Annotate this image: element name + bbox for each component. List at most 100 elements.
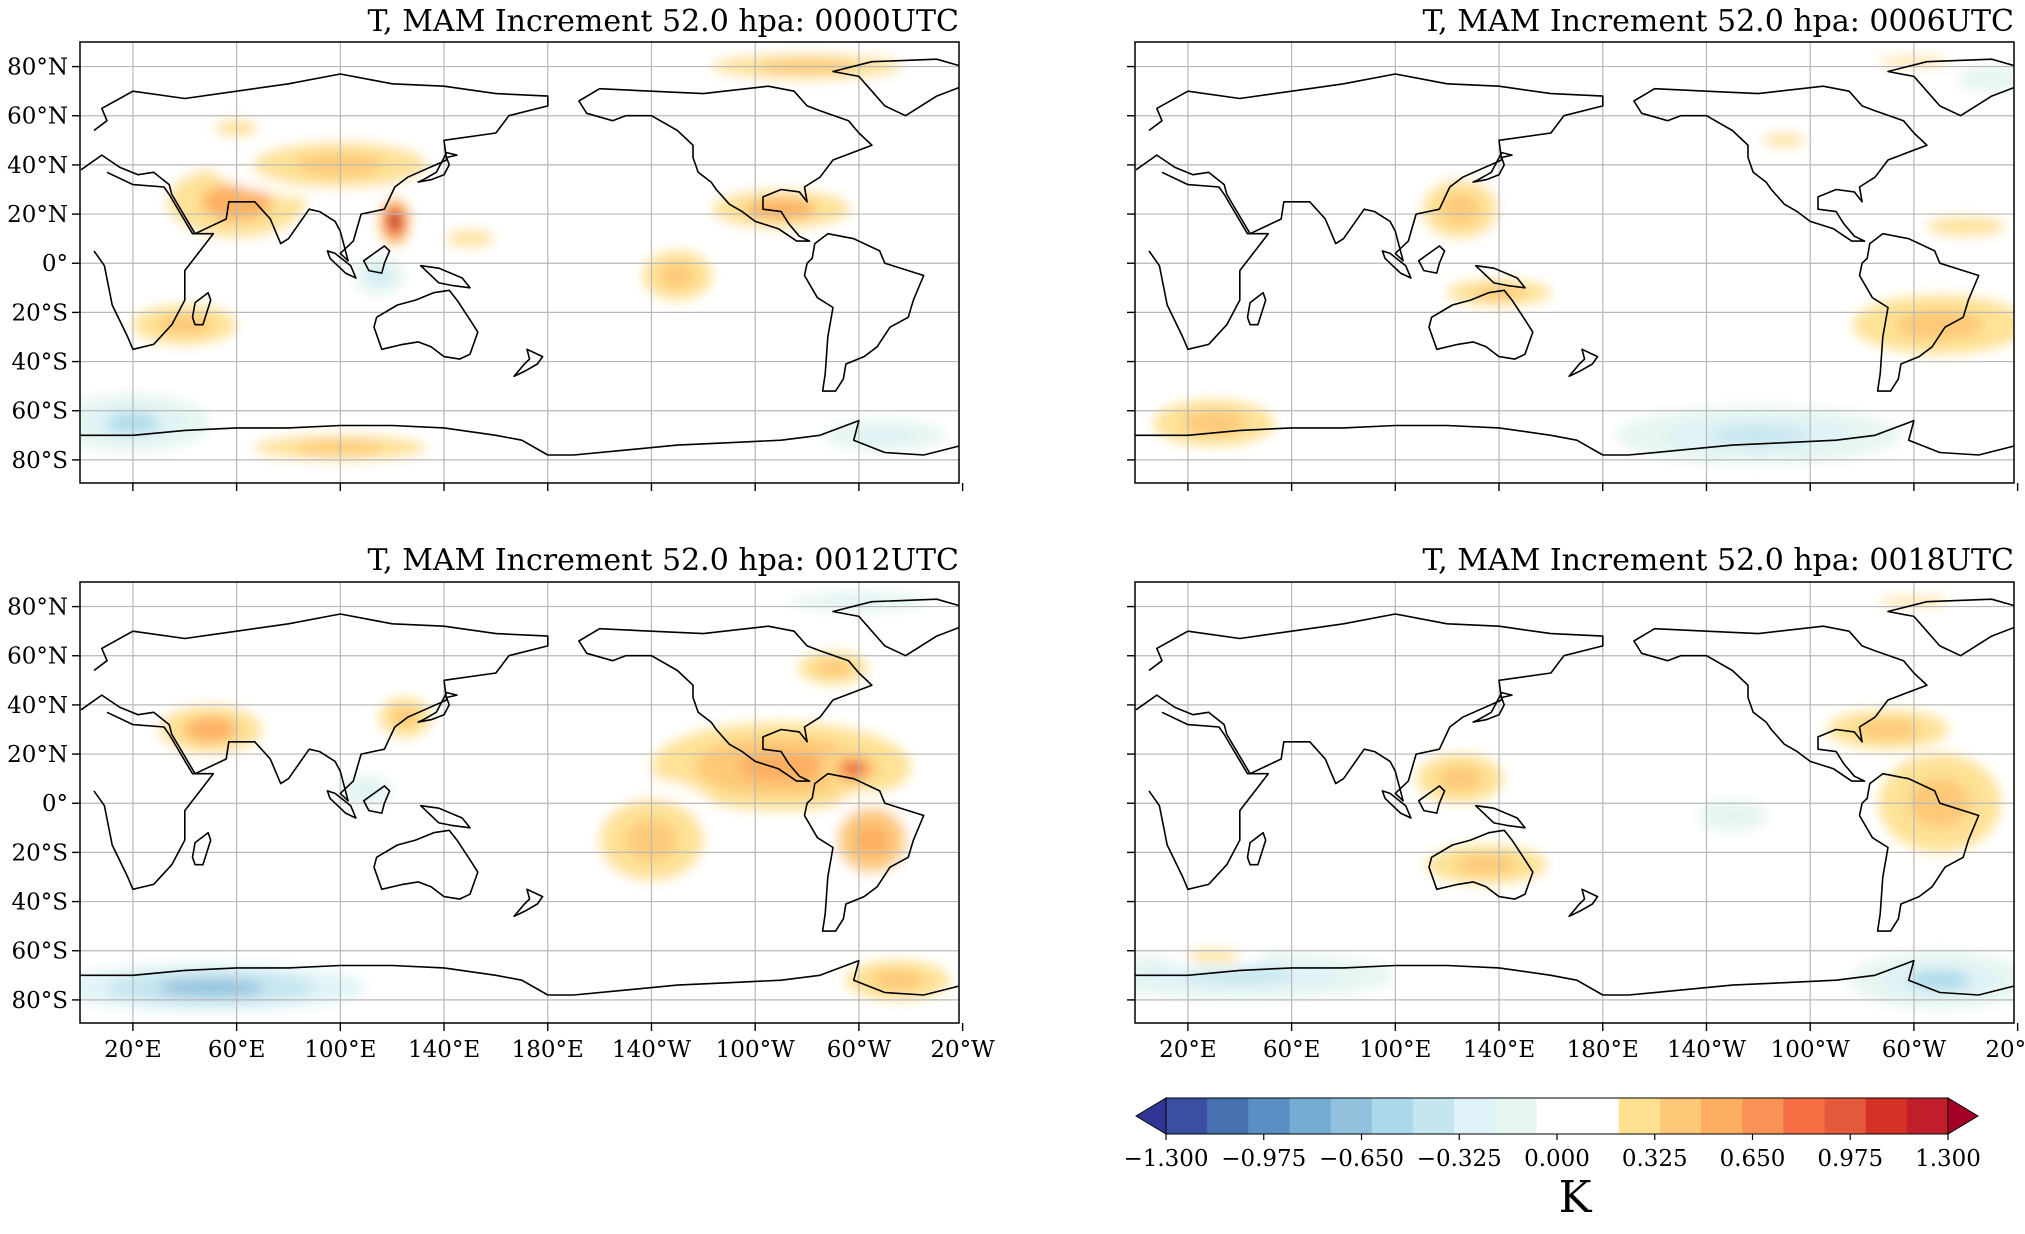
africa-outline (93, 711, 215, 891)
antarctica-outline-west (547, 419, 959, 456)
colorbar-bin (1495, 1098, 1537, 1134)
colorbar-bin (1207, 1098, 1249, 1134)
longitude-tick-label: 20°E (104, 1037, 162, 1060)
colorbar-bin (1330, 1098, 1373, 1134)
antarctica-outline-west (1602, 959, 2014, 996)
panel-title: T, MAM Increment 52.0 hpa: 0006UTC (1422, 4, 2014, 39)
north-america-outline (1633, 625, 1928, 782)
longitude-tick-label: 60°E (208, 1037, 266, 1060)
latitude-tick-label: 20°N (7, 202, 68, 228)
colorbar-bin (1906, 1098, 1949, 1134)
longitude-tick-label: 140°E (408, 1037, 480, 1060)
longitude-tick-label: 140°W (1667, 1037, 1746, 1060)
madagascar-outline (191, 831, 212, 866)
latitude-tick-label: 0° (42, 251, 68, 277)
colorbar-tick-label: 0.000 (1524, 1146, 1590, 1172)
latitude-tick-label: 40°N (7, 693, 68, 719)
increment-contour (1857, 719, 1919, 740)
increment-contour (737, 751, 826, 782)
colorbar-bin (1248, 1098, 1290, 1134)
latitude-tick-label: 80°N (7, 55, 68, 81)
north-america-outline (578, 85, 873, 242)
latitude-tick-label: 20°S (11, 840, 68, 866)
latitude-tick-label: 80°S (11, 448, 68, 474)
new-guinea-outline (1474, 264, 1526, 289)
madagascar-outline (191, 291, 212, 326)
antarctica-outline-east (80, 424, 549, 456)
antarctica-outline-west (547, 959, 959, 996)
longitude-tick-label: 180°E (512, 1037, 584, 1060)
longitude-tick-label: 100°E (1359, 1037, 1431, 1060)
japan-outline (417, 691, 458, 723)
colorbar-bin (1783, 1098, 1826, 1134)
madagascar-outline (1246, 831, 1267, 866)
colorbar-tick-label: −1.300 (1123, 1146, 1208, 1172)
greenland-outline (1887, 58, 2014, 117)
latitude-tick-label: 60°S (11, 399, 68, 425)
south-america-outline (1858, 772, 1980, 932)
latitude-tick-label: 20°N (7, 742, 68, 768)
map-plot: 80°N 60°N 40°N 20°N 0° 20°S 40°S 60°S 80°S (7, 41, 964, 491)
increment-contour (871, 970, 925, 991)
colorbar-bin (1166, 1098, 1208, 1134)
colorbar-tick-label: −0.325 (1417, 1146, 1502, 1172)
greenland-outline (1887, 598, 2014, 657)
increment-contour (815, 659, 851, 677)
colorbar-scale: −1.300 −0.975 −0.650 −0.325 0.000 0.325 0.650 0… (1123, 1097, 1981, 1172)
australia-outline (1428, 289, 1534, 360)
south-america-outline (1858, 232, 1980, 392)
south-america-outline (803, 232, 925, 392)
borneo-outline (1417, 785, 1446, 814)
increment-contour (1186, 966, 1293, 984)
sumatra-outline (1381, 790, 1412, 819)
longitude-tick-label: 20°W (1985, 1037, 2025, 1060)
colorbar-bin (1412, 1098, 1455, 1134)
new-zealand-outline (1568, 888, 1599, 918)
colorbar-bin (1577, 1098, 1620, 1134)
increment-contour (1182, 411, 1245, 435)
colorbar-bin (1865, 1098, 1908, 1134)
map-plot: 80°N 60°N 40°N 20°N 0° 20°S 40°S 60°S 80°S 20°E 60… (7, 581, 995, 1060)
increment-contour (659, 262, 696, 289)
colorbar-tick-label: 0.975 (1817, 1146, 1883, 1172)
japan-outline (1472, 151, 1513, 183)
colorbar-max-extend (1947, 1097, 1979, 1135)
increment-contour (1187, 948, 1241, 963)
longitude-tick-label: 60°W (827, 1037, 892, 1060)
latitude-tick-label: 40°S (11, 350, 68, 376)
map-plot: 20°E 60°E 100°E 140°E 180°E 140°W 100°W 60°W 20°… (1127, 581, 2025, 1060)
colorbar-bin (1618, 1098, 1661, 1134)
increment-contour (1714, 807, 1751, 824)
map-frame (1134, 581, 2015, 1024)
increment-contour (853, 426, 916, 444)
new-zealand-outline (1568, 348, 1599, 378)
sumatra-outline (326, 790, 357, 819)
europe-asia-outline (80, 73, 549, 262)
colorbar-bin (1536, 1098, 1579, 1134)
increment-contour (1908, 970, 1971, 991)
colorbar-bin (1701, 1098, 1743, 1134)
colorbar-bin (1454, 1098, 1496, 1134)
increment-contour (1709, 425, 1807, 446)
japan-outline (417, 151, 458, 183)
madagascar-outline (1246, 291, 1267, 326)
colorbar-tick-label: 0.650 (1720, 1146, 1786, 1172)
colorbar-bin (1371, 1098, 1414, 1134)
increment-contour (1438, 766, 1483, 792)
increment-contour (1926, 216, 2006, 237)
new-guinea-outline (419, 804, 471, 829)
increment-contour (1455, 854, 1517, 875)
latitude-tick-label: 80°S (11, 988, 68, 1014)
australia-outline (373, 829, 479, 900)
latitude-tick-label: 40°N (7, 153, 68, 179)
longitude-tick-label: 100°W (1771, 1037, 1850, 1060)
colorbar-bin (1742, 1098, 1784, 1134)
increment-contour (1762, 133, 1807, 148)
colorbar-unit-label: K (1558, 1172, 1592, 1223)
longitude-tick-label: 140°E (1463, 1037, 1535, 1060)
latitude-tick-label: 60°S (11, 939, 68, 965)
increment-contour (391, 707, 419, 728)
africa-outline (93, 171, 215, 351)
map-plot (1127, 41, 2019, 491)
latitude-tick-label: 60°N (7, 644, 68, 670)
